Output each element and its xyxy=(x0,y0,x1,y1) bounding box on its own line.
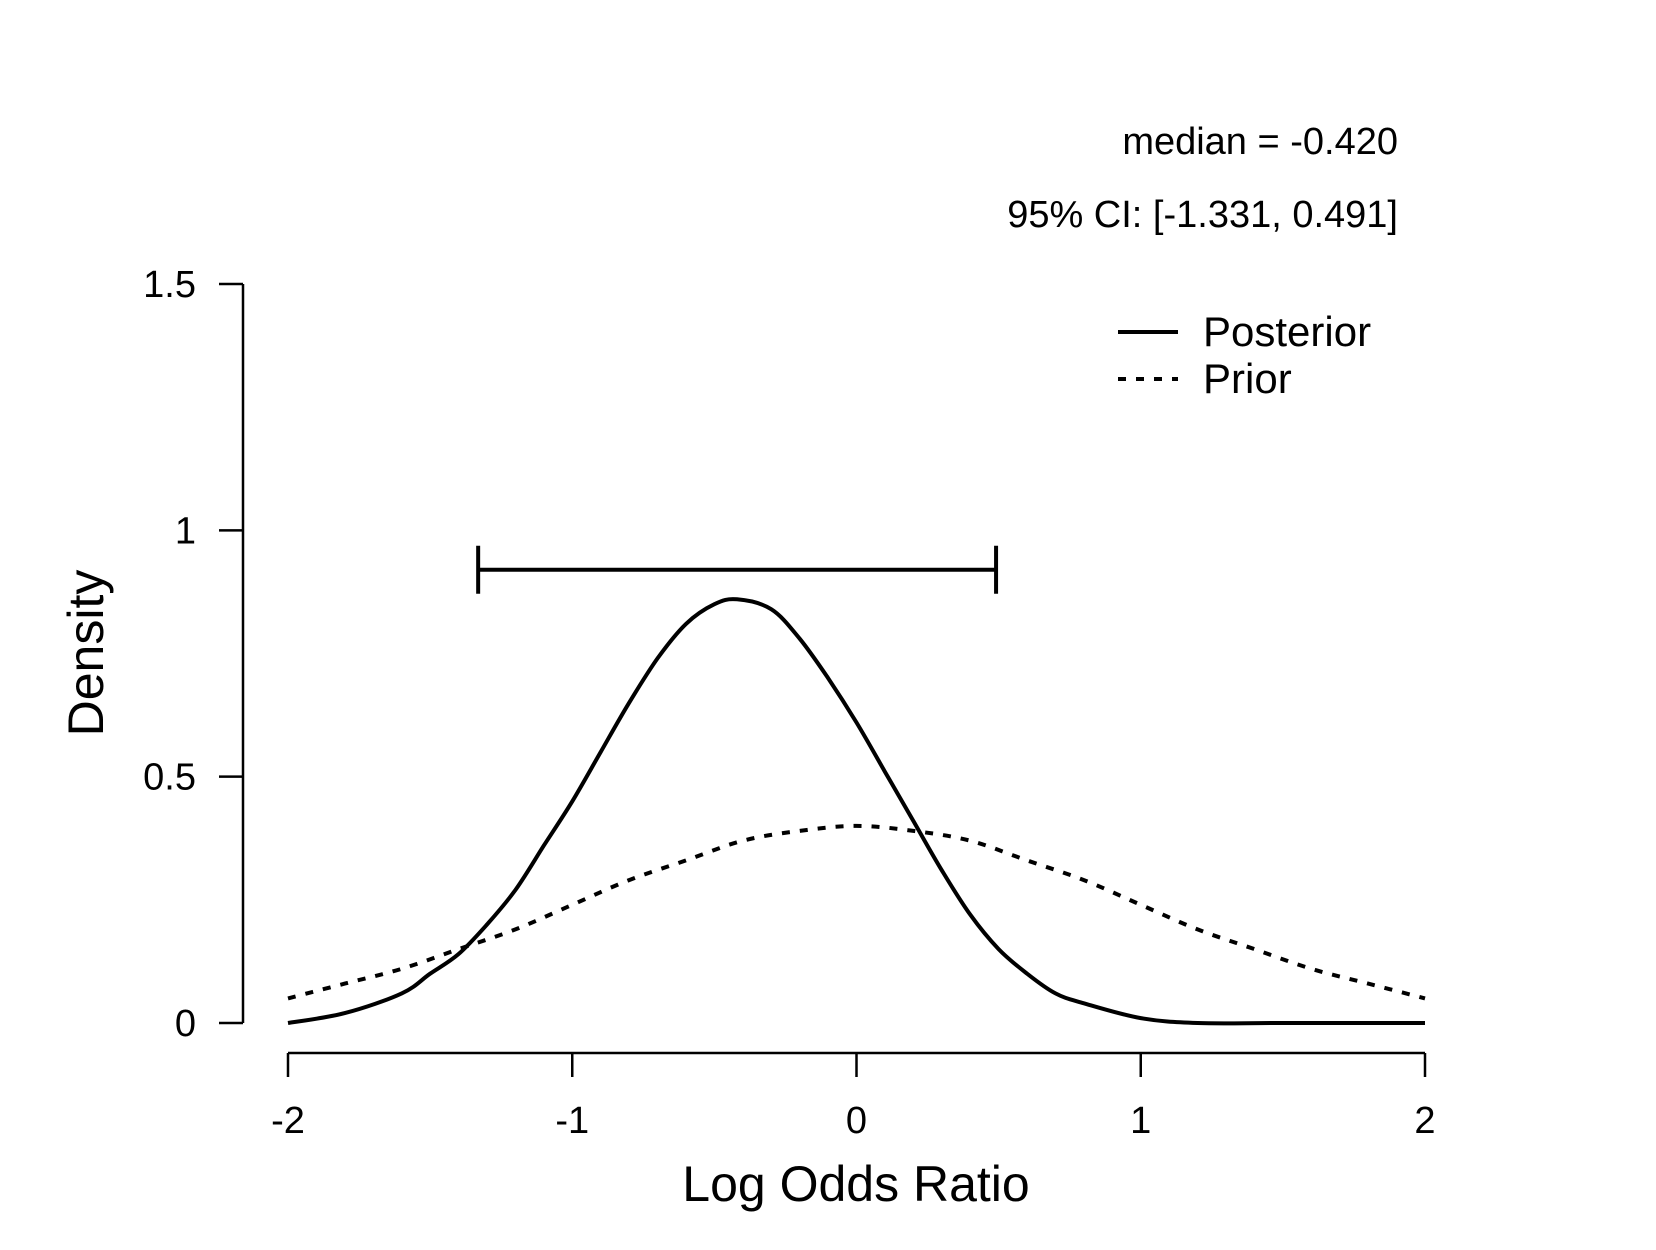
series-line-posterior xyxy=(287,597,1425,1026)
series-line-prior xyxy=(287,823,1426,1001)
y-tick-label: 1.5 xyxy=(143,264,196,306)
x-tick-label: 2 xyxy=(1414,1100,1435,1142)
legend-label-posterior: Posterior xyxy=(1203,308,1371,355)
y-axis-title: Density xyxy=(58,570,114,737)
median-annotation: median = -0.420 xyxy=(1122,121,1398,163)
credible-interval-bar xyxy=(476,545,999,594)
x-tick-label: -2 xyxy=(271,1100,305,1142)
ci-annotation: 95% CI: [-1.331, 0.491] xyxy=(1007,194,1398,236)
y-tick-label: 0.5 xyxy=(143,757,196,799)
x-tick-label: 0 xyxy=(846,1100,867,1142)
y-tick-label: 0 xyxy=(175,1003,196,1045)
y-tick-label: 1 xyxy=(175,510,196,552)
series-layer xyxy=(287,597,1426,1026)
y-axis: 0 0.5 1 1.5 xyxy=(143,264,245,1045)
x-tick-label: 1 xyxy=(1130,1100,1151,1142)
x-tick-label: -1 xyxy=(555,1100,589,1142)
legend-label-prior: Prior xyxy=(1203,355,1292,402)
legend: Posterior Prior xyxy=(1118,308,1371,402)
x-axis-title: Log Odds Ratio xyxy=(682,1156,1029,1212)
x-axis: -2 -1 0 1 2 xyxy=(271,1051,1436,1142)
